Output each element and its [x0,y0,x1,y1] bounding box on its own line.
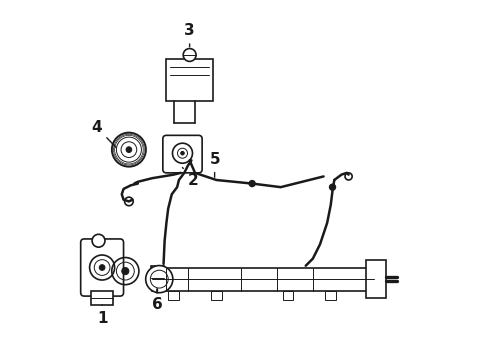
Text: 3: 3 [184,23,195,47]
Text: 2: 2 [182,167,198,188]
Circle shape [122,267,129,275]
Circle shape [330,184,335,190]
Bar [325,291,336,300]
Text: 1: 1 [97,305,107,326]
Bar [151,266,164,289]
Circle shape [92,234,105,247]
Bar [92,291,113,305]
FancyBboxPatch shape [81,239,123,296]
Bar [152,267,373,291]
Circle shape [181,152,184,155]
Circle shape [249,181,255,186]
Bar [211,291,222,300]
Circle shape [146,266,173,293]
Bar [283,291,293,300]
Circle shape [183,49,196,62]
Text: 6: 6 [152,289,163,312]
Text: 5: 5 [209,152,220,177]
FancyBboxPatch shape [163,135,202,173]
Circle shape [99,265,105,270]
Bar [367,260,386,298]
Circle shape [126,147,132,153]
Bar [168,291,179,300]
Bar [167,59,213,102]
Text: 4: 4 [92,120,116,148]
